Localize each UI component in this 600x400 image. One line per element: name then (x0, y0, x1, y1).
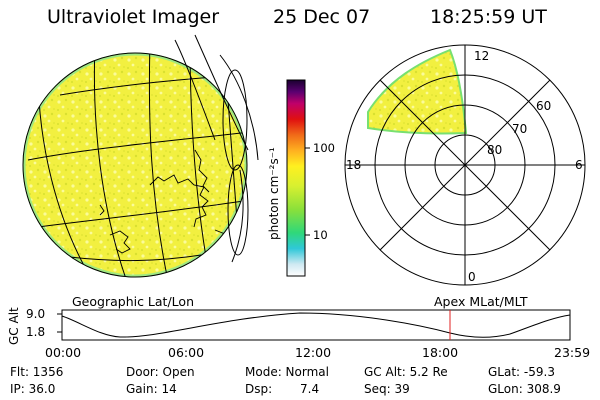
geographic-label: Geographic Lat/Lon (72, 294, 194, 309)
colorbar-label-100: 100 (313, 141, 335, 155)
dsp-value: 7.4 (300, 382, 320, 396)
flight-number: Flt: 1356 (10, 365, 64, 379)
gain-value: Gain: 14 (126, 382, 177, 396)
colorbar-scale (286, 79, 306, 277)
mlat-label-70: 70 (512, 122, 527, 136)
altitude-curve (61, 312, 571, 338)
gc-altitude: GC Alt: 5.2 Re (364, 365, 448, 379)
colorbar: 100 10 photon cm⁻²s⁻¹ (267, 79, 335, 277)
geographic-latitude: GLat: -59.3 (488, 365, 555, 379)
app-title: Ultraviolet Imager (47, 6, 220, 28)
altitude-tick-min: 1.8 (26, 325, 45, 339)
mlt-label-6: 6 (575, 158, 583, 172)
colorbar-label-10: 10 (313, 228, 328, 242)
colorbar-units-label: photon cm⁻²s⁻¹ (267, 147, 281, 240)
polar-plot: 12 18 6 0 60 70 80 (344, 44, 586, 286)
time-tick-0000: 00:00 (45, 345, 82, 360)
mlat-label-60: 60 (536, 99, 551, 113)
ip-value: IP: 36.0 (10, 382, 56, 396)
earth-image (22, 34, 259, 278)
lat-lon-grid (27, 53, 247, 277)
earth-disc (24, 54, 246, 276)
mlt-label-12: 12 (474, 49, 489, 63)
time-tick-0600: 06:00 (168, 345, 205, 360)
time-tick-1200: 12:00 (295, 345, 332, 360)
altitude-axis-label: GC Alt (7, 307, 21, 345)
mode-status: Mode: Normal (245, 365, 329, 379)
mlt-label-18: 18 (346, 158, 361, 172)
door-status: Door: Open (126, 365, 195, 379)
altitude-plot-frame (61, 309, 571, 341)
time-tick-1800: 18:00 (422, 345, 459, 360)
apex-label: Apex MLat/MLT (434, 294, 528, 309)
dsp-label: Dsp: (245, 382, 273, 396)
time-tick-2359: 23:59 (554, 345, 591, 360)
altitude-plot: GC Alt 9.0 1.8 (7, 307, 571, 345)
mlat-label-80: 80 (487, 143, 502, 157)
earth-limb-glow (22, 52, 248, 278)
date-label: 25 Dec 07 (273, 6, 371, 28)
earth-outline (22, 52, 248, 278)
geographic-longitude: GLon: 308.9 (488, 382, 561, 396)
sequence-number: Seq: 39 (364, 382, 410, 396)
polar-grid (344, 44, 586, 286)
auroral-image-region (367, 48, 468, 135)
time-label: 18:25:59 UT (430, 6, 547, 28)
altitude-tick-max: 9.0 (26, 307, 45, 321)
mlt-label-0: 0 (468, 270, 476, 284)
